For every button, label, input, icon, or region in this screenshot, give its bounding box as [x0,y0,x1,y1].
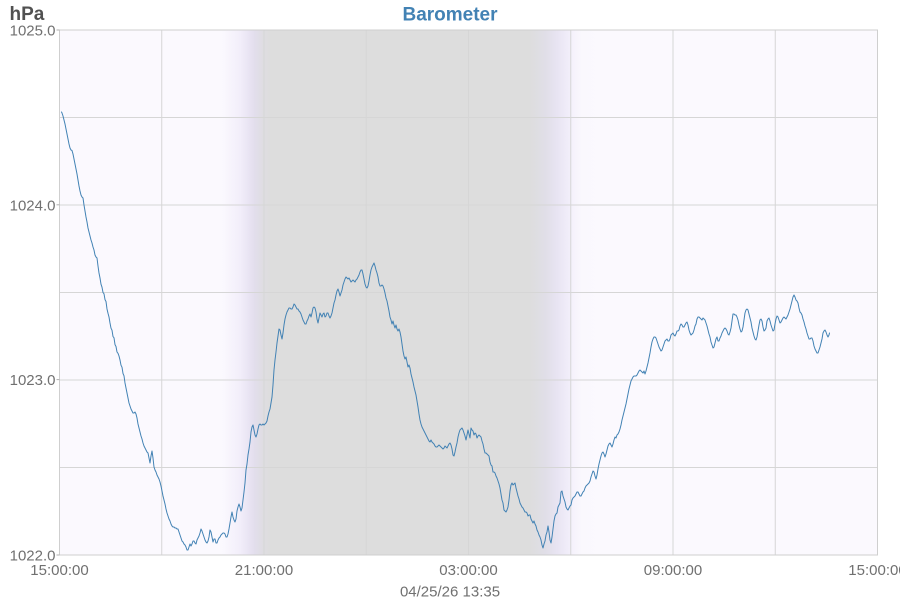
svg-text:15:00:00: 15:00:00 [30,562,88,579]
svg-text:03:00:00: 03:00:00 [439,562,497,579]
svg-text:1022.0: 1022.0 [10,548,56,565]
svg-text:1025.0: 1025.0 [10,23,56,40]
svg-text:Barometer: Barometer [402,5,498,26]
svg-text:15:00:00: 15:00:00 [848,562,900,579]
svg-text:1024.0: 1024.0 [10,197,56,214]
svg-text:04/25/26 13:35: 04/25/26 13:35 [400,584,500,600]
svg-text:09:00:00: 09:00:00 [644,562,702,579]
svg-text:21:00:00: 21:00:00 [235,562,293,579]
svg-text:1023.0: 1023.0 [10,372,56,389]
svg-text:hPa: hPa [10,4,45,25]
